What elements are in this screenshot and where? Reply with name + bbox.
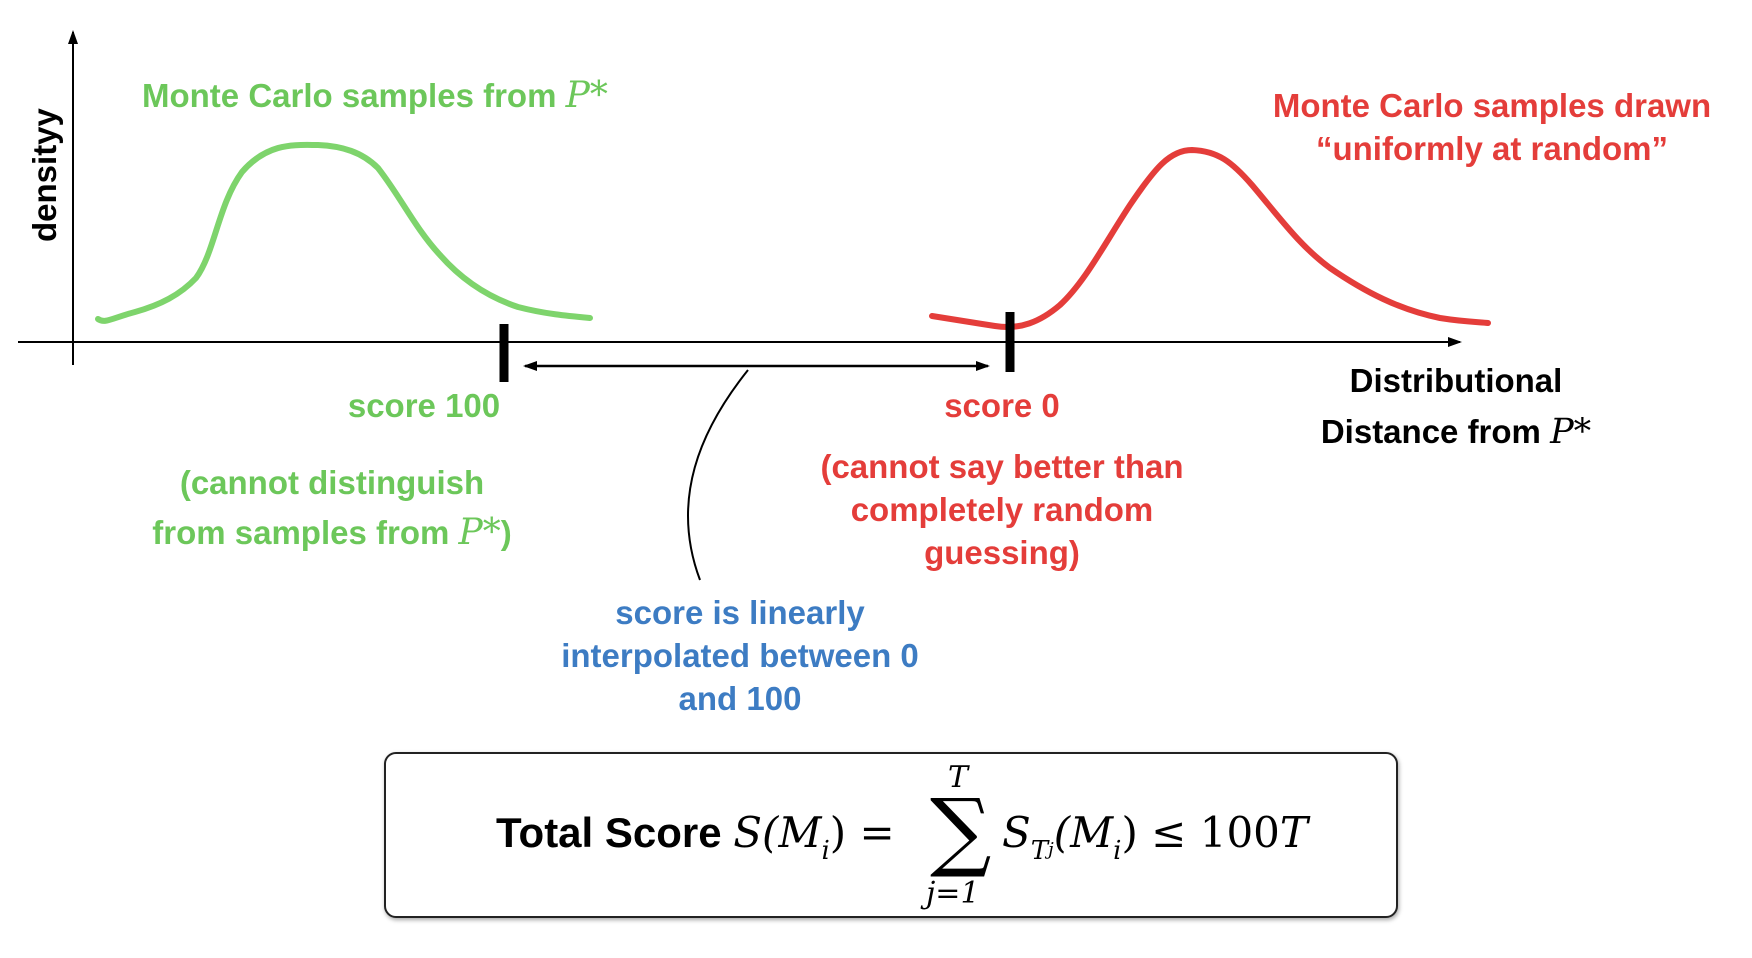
interp-line1: score is linearly <box>615 594 865 631</box>
y-axis-label: densityy <box>26 107 63 242</box>
green-note-text: from samples from <box>152 514 458 551</box>
green-title: Monte Carlo samples from P* <box>142 75 608 116</box>
green-note-line1: (cannot distinguish <box>180 464 484 501</box>
x-axis-label-line1: Distributional <box>1350 362 1563 399</box>
formula-lhs: S(M <box>733 808 822 857</box>
formula-rhs-t-sub: j <box>1048 839 1054 860</box>
formula-leq: ≤ <box>1137 808 1200 857</box>
green-title-text: Monte Carlo samples from <box>142 77 566 114</box>
green-note-close: ) <box>501 514 512 551</box>
summation-symbol: ∑ <box>930 781 992 881</box>
interp-line2: interpolated between 0 <box>561 637 919 674</box>
green-note-math: P* <box>458 512 501 553</box>
green-density-curve <box>95 141 593 324</box>
red-density-curve <box>929 146 1491 330</box>
green-title-math: P* <box>565 75 608 116</box>
formula-line-left: Total Score S(Mi) = <box>496 808 895 866</box>
formula-rhs-t: T <box>1030 836 1049 866</box>
formula-bound-variable: T <box>1279 808 1308 857</box>
red-note-line1: (cannot say better than <box>820 448 1183 485</box>
total-score-formula-box: Total Score S(Mi) = T ∑ j=1 STj(Mi) ≤ 10… <box>384 752 1398 918</box>
score-100-label: score 100 <box>348 387 500 424</box>
formula-rhs-arg-sub: i <box>1113 836 1122 866</box>
x-axis-label-line2: Distance from P* <box>1321 412 1591 452</box>
formula-rhs-arg: (M <box>1053 808 1114 857</box>
formula-label: Total Score <box>496 809 734 856</box>
total-score-formula: Total Score S(Mi) = T ∑ j=1 STj(Mi) ≤ 10… <box>496 754 1316 920</box>
score-0-label: score 0 <box>944 387 1060 424</box>
interpolation-pointer <box>687 369 749 581</box>
formula-rhs-close: ) <box>1121 808 1138 857</box>
sum-upper-limit: T <box>948 760 969 795</box>
red-note-line3: guessing) <box>924 534 1080 571</box>
green-note-line2: from samples from P*) <box>152 512 511 553</box>
red-title-line2: “uniformly at random” <box>1316 130 1668 167</box>
formula-bound-number: 100 <box>1199 808 1280 857</box>
x-axis-label-math: P* <box>1549 412 1591 452</box>
red-title-line1: Monte Carlo samples drawn <box>1273 87 1711 124</box>
red-note-line2: completely random <box>851 491 1154 528</box>
formula-rhs-s: S <box>1002 808 1031 857</box>
formula-lhs-close: ) = <box>829 808 895 857</box>
formula-lhs-sub: i <box>821 836 830 866</box>
interp-line3: and 100 <box>679 680 802 717</box>
x-axis-label-text: Distance from <box>1321 413 1550 450</box>
sum-lower-limit: j=1 <box>926 876 980 911</box>
formula-line-right: STj(Mi) ≤ 100T <box>1002 808 1308 867</box>
